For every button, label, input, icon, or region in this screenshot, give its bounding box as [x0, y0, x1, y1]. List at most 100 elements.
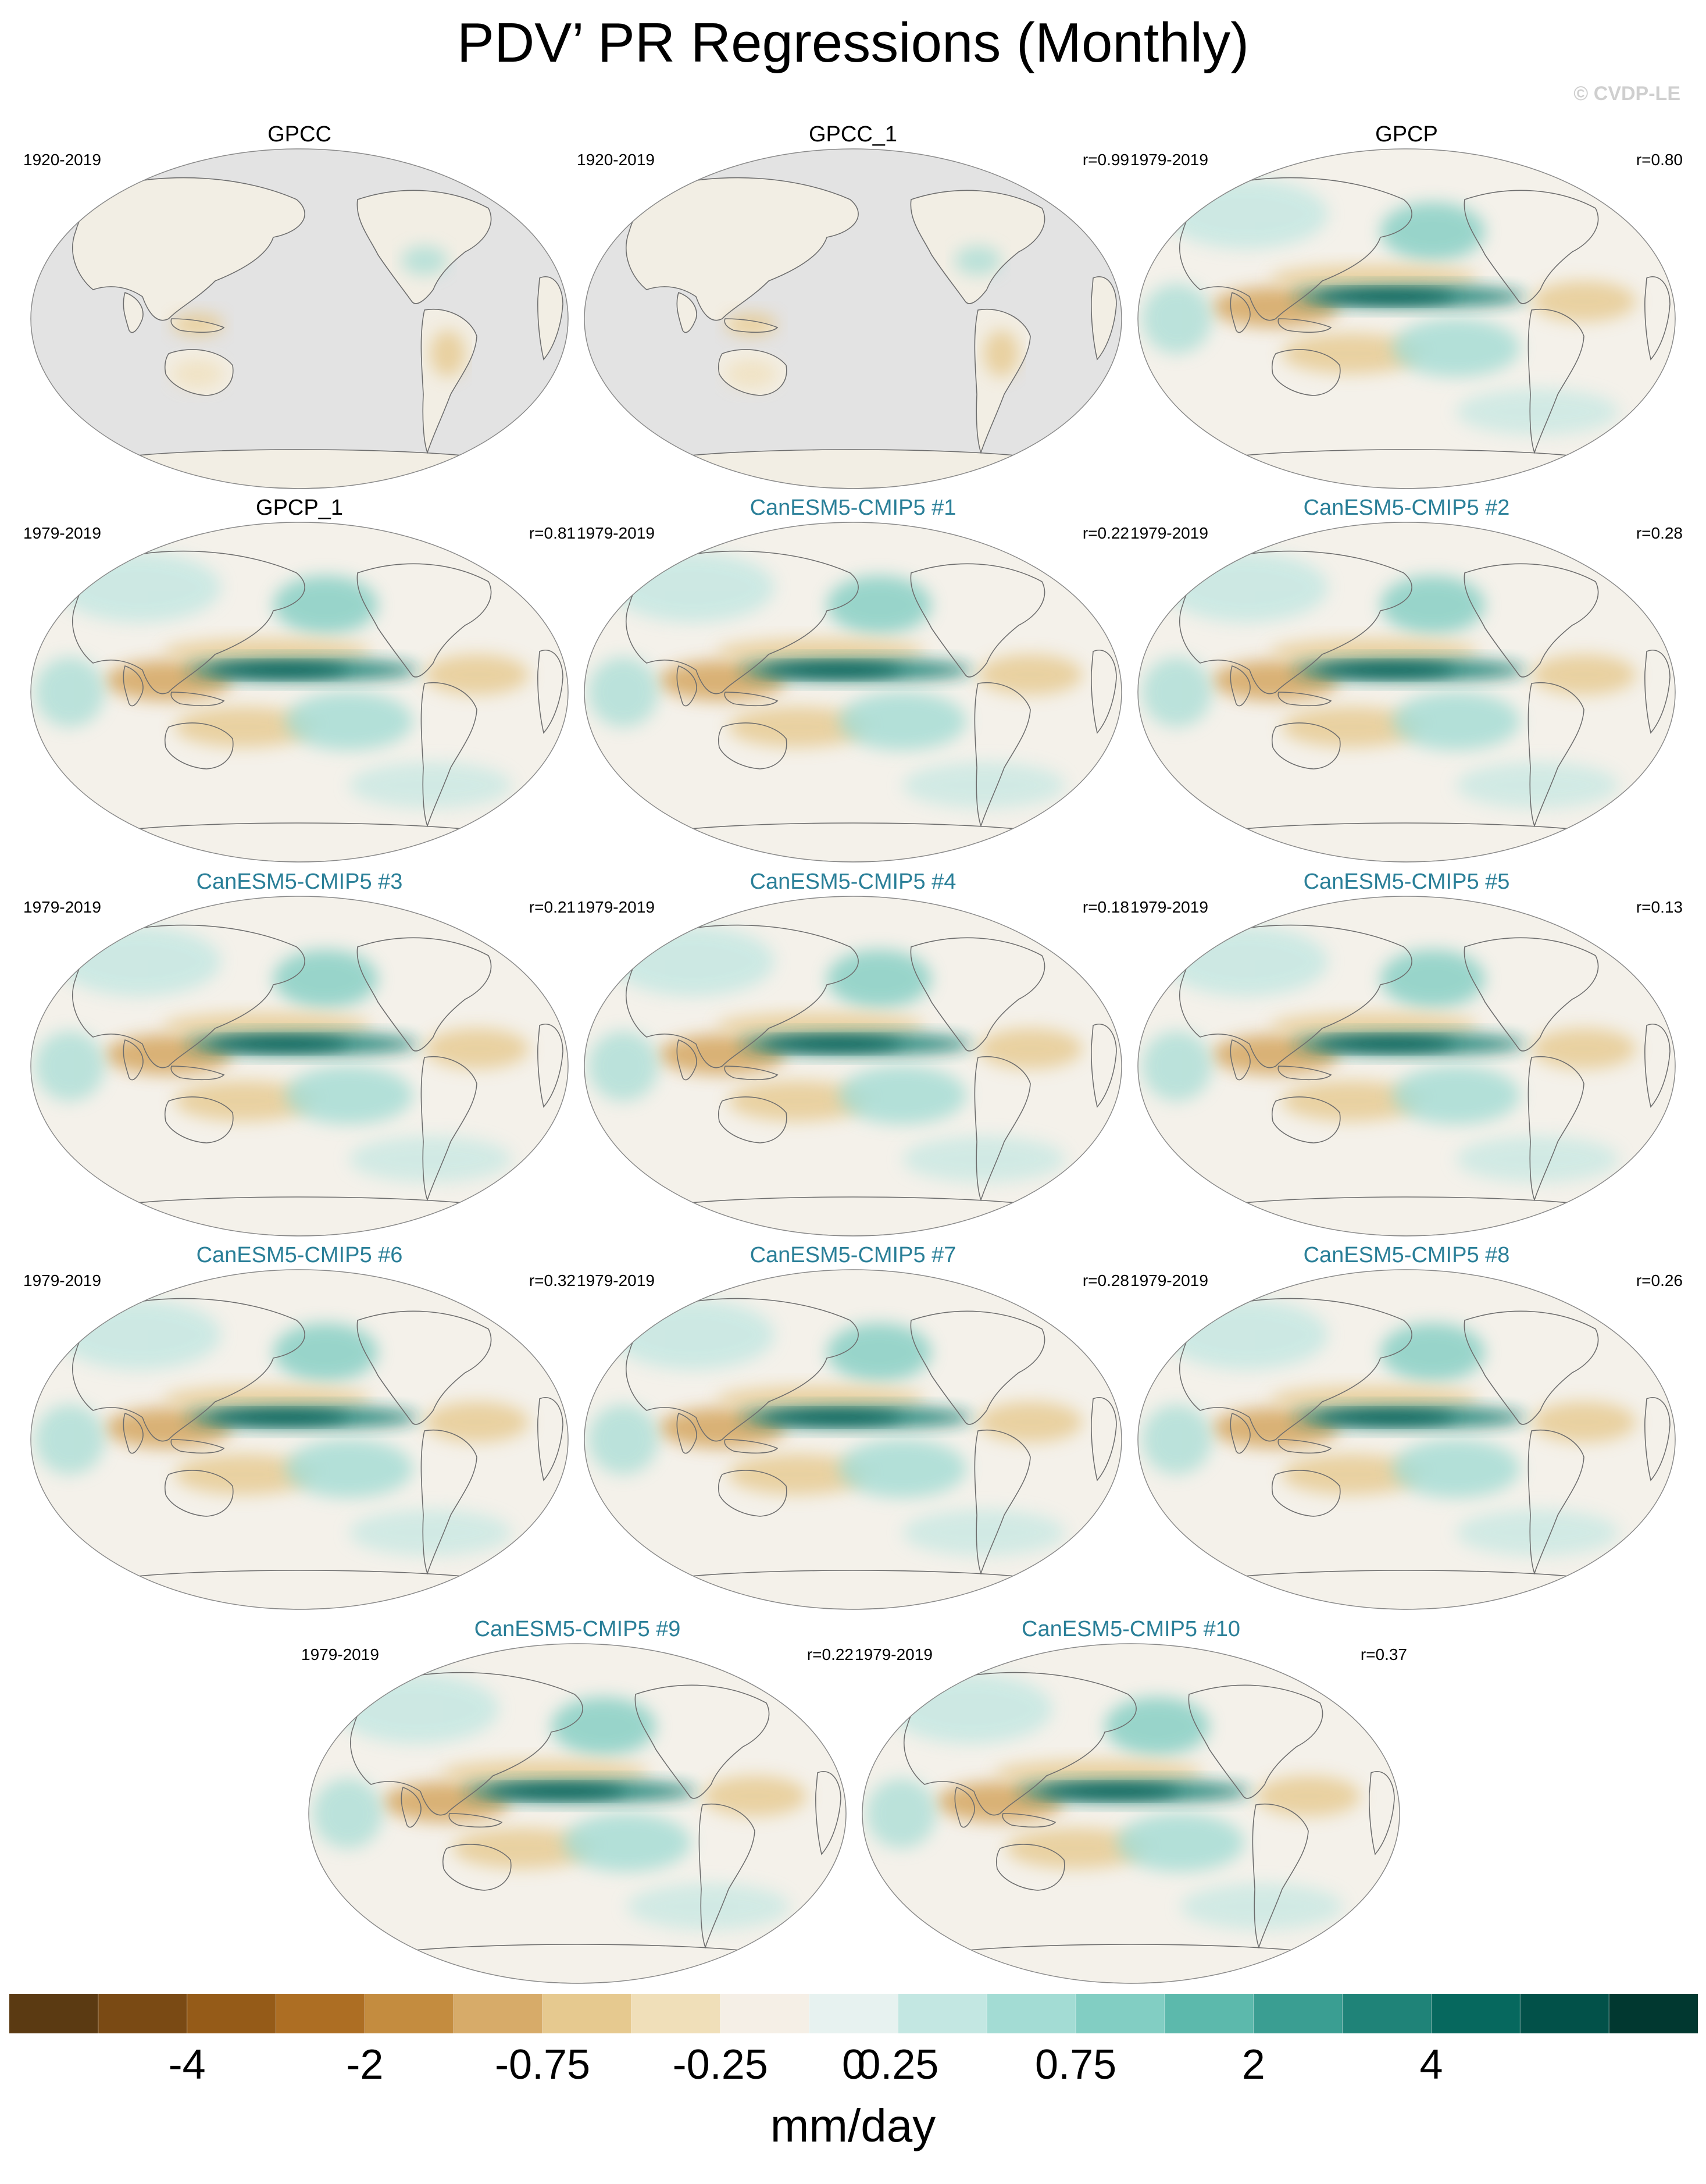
coastline-maritime-continent	[448, 1813, 503, 1828]
coastline-africa	[537, 276, 563, 361]
anomaly-spcz-dry	[728, 1081, 868, 1121]
map-border	[308, 1643, 847, 1984]
colorbar-segment	[898, 1994, 987, 2033]
colorbar-tick-label: 4	[1419, 2042, 1443, 2088]
coastline-north-america	[1464, 190, 1599, 304]
anomaly-atlantic-dry	[1532, 1402, 1636, 1442]
panel-years: 1979-2019	[855, 1645, 933, 1663]
anomaly-npac-wet	[58, 927, 221, 996]
coastline-maritime-continent	[724, 1066, 779, 1081]
coastline-south-america	[420, 308, 477, 454]
coastline-south-america	[1527, 1056, 1584, 1202]
map-border	[1137, 1269, 1676, 1610]
anomaly-npac-wet	[612, 553, 775, 622]
coastline-maritime-continent	[170, 318, 225, 333]
anomaly-se-pacific-wet	[1116, 1814, 1244, 1872]
robinson-map	[584, 522, 1122, 863]
coastline-asia	[72, 550, 305, 694]
coastline-africa	[537, 1397, 563, 1481]
coastline-north-america	[1464, 937, 1599, 1052]
colorbar-segment	[987, 1994, 1076, 2033]
coastline-india	[123, 1412, 144, 1454]
coastline-asia	[1179, 550, 1412, 694]
panel-years: 1979-2019	[1130, 898, 1208, 916]
map-panel: CanESM5-CMIP5 #8 1979-2019 r=0.26	[1130, 1242, 1683, 1614]
anomaly-atlantic-dry	[1532, 281, 1636, 322]
map-border	[862, 1643, 1400, 1984]
map-border	[1137, 522, 1676, 863]
coastline-africa	[1369, 1771, 1395, 1855]
anomaly-spcz-dry	[1282, 1081, 1421, 1121]
land-india	[123, 293, 143, 333]
land-africa	[537, 276, 563, 359]
anomaly-amazon-dry	[430, 330, 465, 377]
anomaly-maritime-dry	[725, 313, 777, 336]
coastline-asia	[350, 1672, 583, 1816]
map-panel: CanESM5-CMIP5 #5 1979-2019 r=0.13	[1130, 868, 1683, 1241]
panel-pattern-correlation: r=0.26	[1636, 1271, 1683, 1289]
anomaly-southern-wet	[1456, 762, 1619, 808]
coastline-south-america	[974, 682, 1031, 828]
anomaly-itcz-dry	[716, 639, 926, 664]
anomaly-npac-wet	[1165, 553, 1328, 622]
anomaly-itcz-dry	[716, 1013, 926, 1038]
anomaly-npac-wet	[1165, 179, 1328, 249]
anomaly-atlantic-dry	[1532, 654, 1636, 695]
colorbar-segment	[98, 1994, 188, 2033]
coastline-africa	[537, 650, 563, 734]
coastline-south-america	[1527, 682, 1584, 828]
anomaly-indian-wet	[1142, 1031, 1212, 1101]
anomaly-equatorial-core	[209, 1412, 349, 1423]
map-panel: GPCC 1920-2019	[23, 121, 576, 493]
anomaly-spcz-dry	[1282, 707, 1421, 747]
anomaly-npac-wet-2	[1380, 576, 1485, 634]
anomaly-se-pacific-wet	[1392, 1440, 1520, 1498]
panel-years: 1979-2019	[301, 1645, 379, 1663]
map-background	[584, 149, 1122, 489]
coastline-asia	[626, 1298, 859, 1442]
anomaly-se-pacific-wet	[563, 1814, 691, 1872]
anomaly-southern-wet	[902, 1136, 1065, 1182]
panel-years: 1979-2019	[23, 524, 101, 542]
anomaly-npac-wet-2	[827, 950, 931, 1008]
anomaly-atlantic-dry	[978, 1402, 1083, 1442]
panel-years: 1920-2019	[23, 151, 101, 169]
map-border	[584, 148, 1122, 489]
coastline-australia	[165, 349, 234, 396]
anomaly-atlantic-dry	[424, 1028, 529, 1069]
anomaly-southern-wet	[349, 1509, 512, 1556]
anomaly-equatorial-core	[209, 1038, 349, 1050]
map-border	[1137, 896, 1676, 1237]
coastline-maritime-continent	[724, 692, 779, 707]
map-panel: CanESM5-CMIP5 #6 1979-2019 r=0.32	[23, 1242, 576, 1614]
land-asia	[72, 177, 305, 320]
panel-pattern-correlation: r=0.21	[529, 898, 576, 916]
map-border	[584, 1269, 1122, 1610]
coastline-australia	[1272, 349, 1341, 396]
coastline-south-america	[974, 1056, 1031, 1202]
anomaly-equatorial-core	[763, 1412, 902, 1423]
map-panel: GPCC_1 1920-2019 r=0.99	[577, 121, 1129, 493]
anomaly-npac-wet-2	[1380, 1323, 1485, 1381]
panel-title: CanESM5-CMIP5 #1	[750, 496, 956, 520]
robinson-map	[308, 1643, 847, 1984]
robinson-map	[584, 148, 1122, 489]
map-panel: CanESM5-CMIP5 #7 1979-2019 r=0.28	[577, 1242, 1129, 1614]
watermark: © CVDP-LE	[1573, 83, 1680, 105]
panel-pattern-correlation: r=0.28	[1082, 1271, 1129, 1289]
coastline-south-america	[1527, 308, 1584, 454]
panel-years: 1979-2019	[1130, 524, 1208, 542]
panel-years: 1979-2019	[23, 898, 101, 916]
coastline-maritime-continent	[1277, 318, 1332, 333]
panel-years: 1979-2019	[1130, 1271, 1208, 1289]
coastline-asia	[72, 177, 305, 321]
coastline-maritime-continent	[170, 1066, 225, 1081]
coastline-north-america	[356, 563, 492, 678]
anomaly-itcz-dry	[163, 1386, 372, 1412]
robinson-map	[1137, 1269, 1676, 1610]
panel-title: CanESM5-CMIP5 #3	[196, 870, 403, 894]
panel-title: CanESM5-CMIP5 #4	[750, 870, 956, 894]
anomaly-npac-wet-2	[827, 1323, 931, 1381]
panel-pattern-correlation: r=0.13	[1636, 898, 1683, 916]
coastline-south-america	[1527, 1429, 1584, 1575]
